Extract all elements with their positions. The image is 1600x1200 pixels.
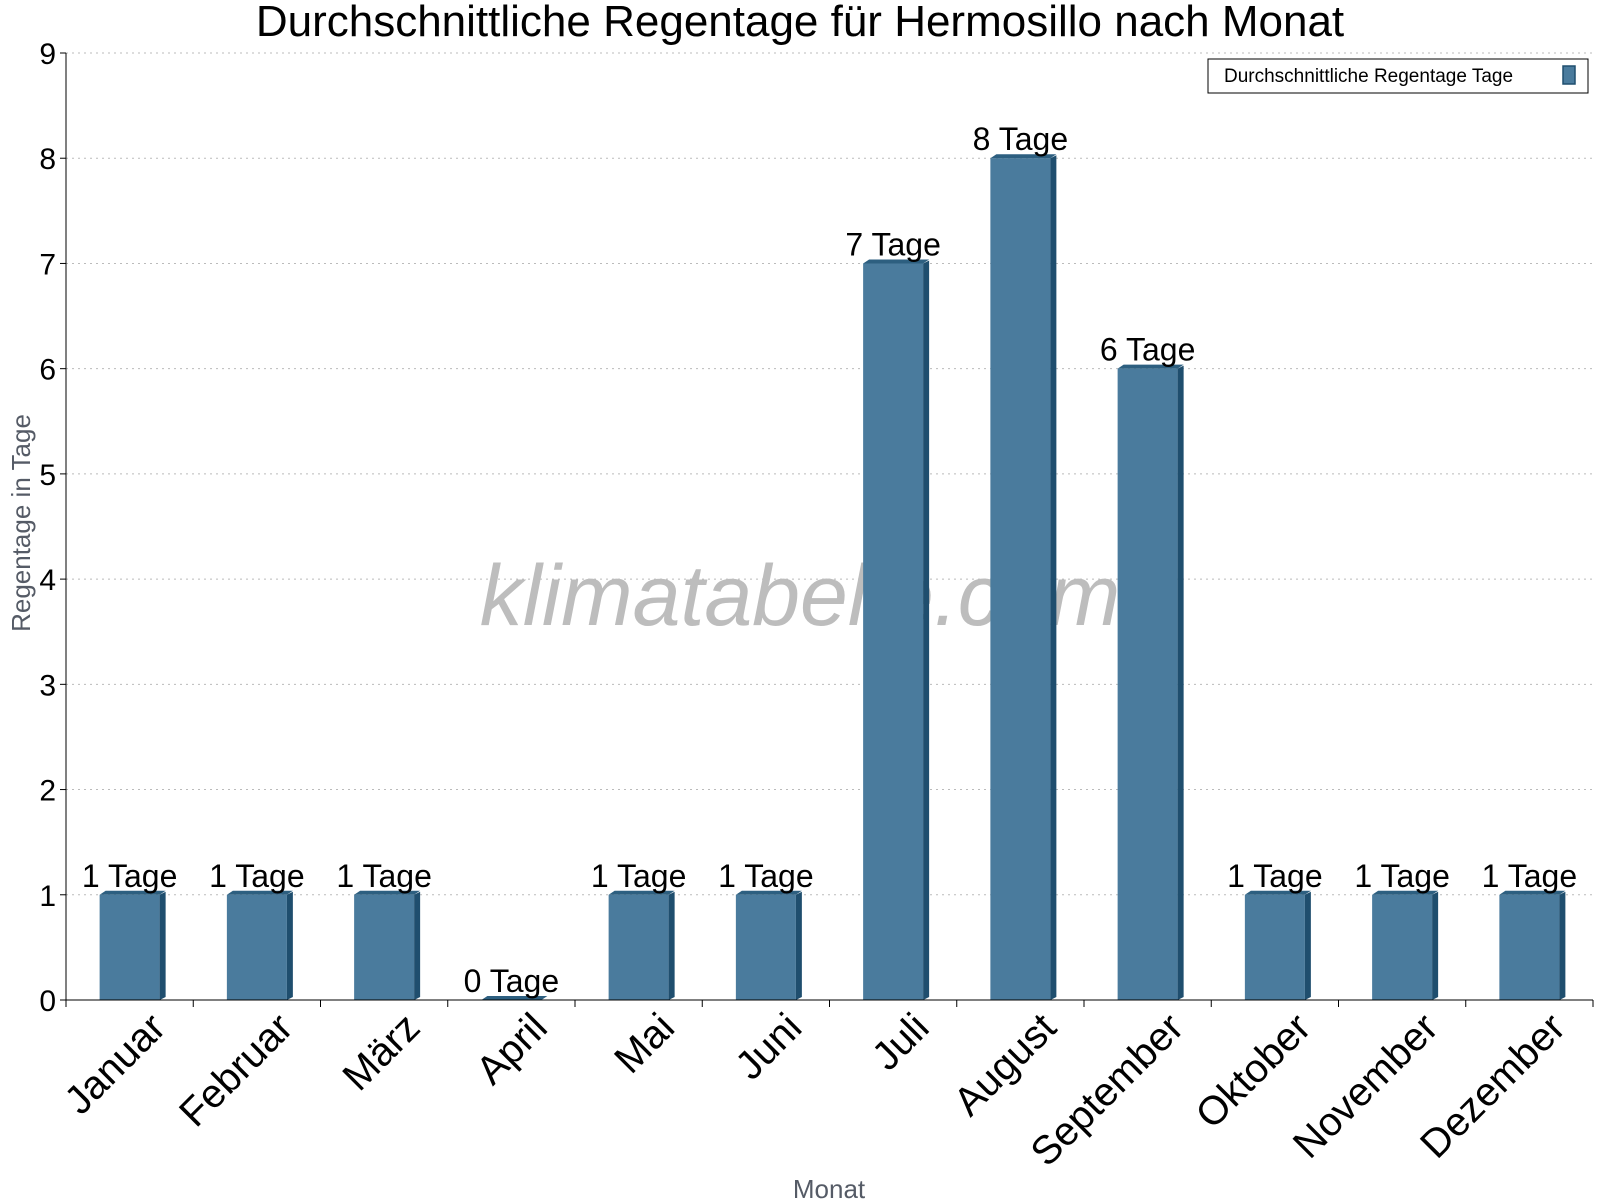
bar-side: [1177, 365, 1184, 1001]
x-tick-label: Februar: [171, 1005, 301, 1135]
y-tick-label: 6: [39, 354, 56, 387]
x-tick-label: Juni: [727, 1005, 810, 1088]
y-tick-label: 8: [39, 143, 56, 176]
data-label: 8 Tage: [973, 121, 1069, 157]
bar: [1244, 894, 1305, 1000]
bar: [990, 158, 1051, 1000]
x-axis-label: Monat: [793, 1174, 866, 1200]
bar-side: [286, 891, 293, 1000]
data-label: 1 Tage: [336, 858, 432, 894]
bar: [1372, 894, 1433, 1000]
bar-top: [354, 890, 421, 895]
bar: [863, 263, 924, 1000]
bar-side: [795, 891, 802, 1000]
bar-top: [1244, 890, 1311, 895]
legend: Durchschnittliche Regentage Tage: [1207, 58, 1589, 94]
legend-box: [1207, 58, 1589, 94]
bar: [226, 894, 287, 1000]
bar-side: [1304, 891, 1311, 1000]
bar-side: [1559, 891, 1566, 1000]
bar-top: [990, 154, 1057, 159]
y-tick-label: 9: [39, 38, 56, 71]
x-tick-label: Oktober: [1188, 1005, 1320, 1137]
grid-lines: [66, 52, 1593, 896]
bar-side: [1050, 155, 1057, 1000]
bar-top: [99, 890, 166, 895]
bar-side: [159, 891, 166, 1000]
bar-top: [226, 890, 293, 895]
x-tick-label: August: [946, 1005, 1065, 1124]
data-labels: 1 Tage 1 Tage 1 Tage 0 Tage 1 Tage 1 Tage 7 Ta…: [82, 121, 1577, 999]
x-tick-label: April: [468, 1005, 556, 1093]
data-label: 1 Tage: [1482, 858, 1578, 894]
bar-top: [608, 890, 675, 895]
legend-swatch: [1562, 65, 1576, 85]
bar-top: [1117, 364, 1184, 369]
y-tick-label: 4: [39, 564, 56, 597]
legend-label: Durchschnittliche Regentage Tage: [1224, 66, 1513, 87]
bar-side: [668, 891, 675, 1000]
data-label: 1 Tage: [591, 858, 687, 894]
data-label: 1 Tage: [1227, 858, 1323, 894]
bar: [99, 894, 160, 1000]
y-tick-label: 1: [39, 880, 56, 913]
bar: [1117, 368, 1178, 1001]
bar-side: [414, 891, 421, 1000]
bar-top: [1372, 890, 1439, 895]
bar-top: [1499, 890, 1566, 895]
y-tick-label: 2: [39, 775, 56, 808]
x-tick-label: März: [335, 1005, 429, 1099]
data-label: 0 Tage: [464, 963, 560, 999]
x-tick-label: Januar: [56, 1005, 174, 1123]
data-label: 6 Tage: [1100, 332, 1196, 368]
y-tick-label: 3: [39, 669, 56, 702]
data-label: 7 Tage: [845, 226, 941, 262]
bar-side: [923, 260, 930, 1000]
bar-side: [1432, 891, 1439, 1000]
bar: [735, 894, 796, 1000]
x-tick-label: Juli: [864, 1005, 938, 1079]
y-axis-label: Regentage in Tage: [6, 414, 36, 632]
bar-top: [735, 890, 802, 895]
bars: [99, 154, 1566, 1001]
bar: [354, 894, 415, 1000]
y-tick-label: 0: [39, 985, 56, 1018]
data-label: 1 Tage: [209, 858, 305, 894]
bar-top: [481, 996, 548, 1000]
data-label: 1 Tage: [718, 858, 814, 894]
bar-top: [863, 259, 930, 264]
y-tick-label: 5: [39, 459, 56, 492]
chart-title: Durchschnittliche Regentage für Hermosil…: [256, 0, 1344, 46]
bar: [1499, 894, 1560, 1000]
data-label: 1 Tage: [82, 858, 178, 894]
x-tick-label: Mai: [606, 1005, 683, 1082]
data-label: 1 Tage: [1354, 858, 1450, 894]
bar: [608, 894, 669, 1000]
y-tick-label: 7: [39, 248, 56, 281]
